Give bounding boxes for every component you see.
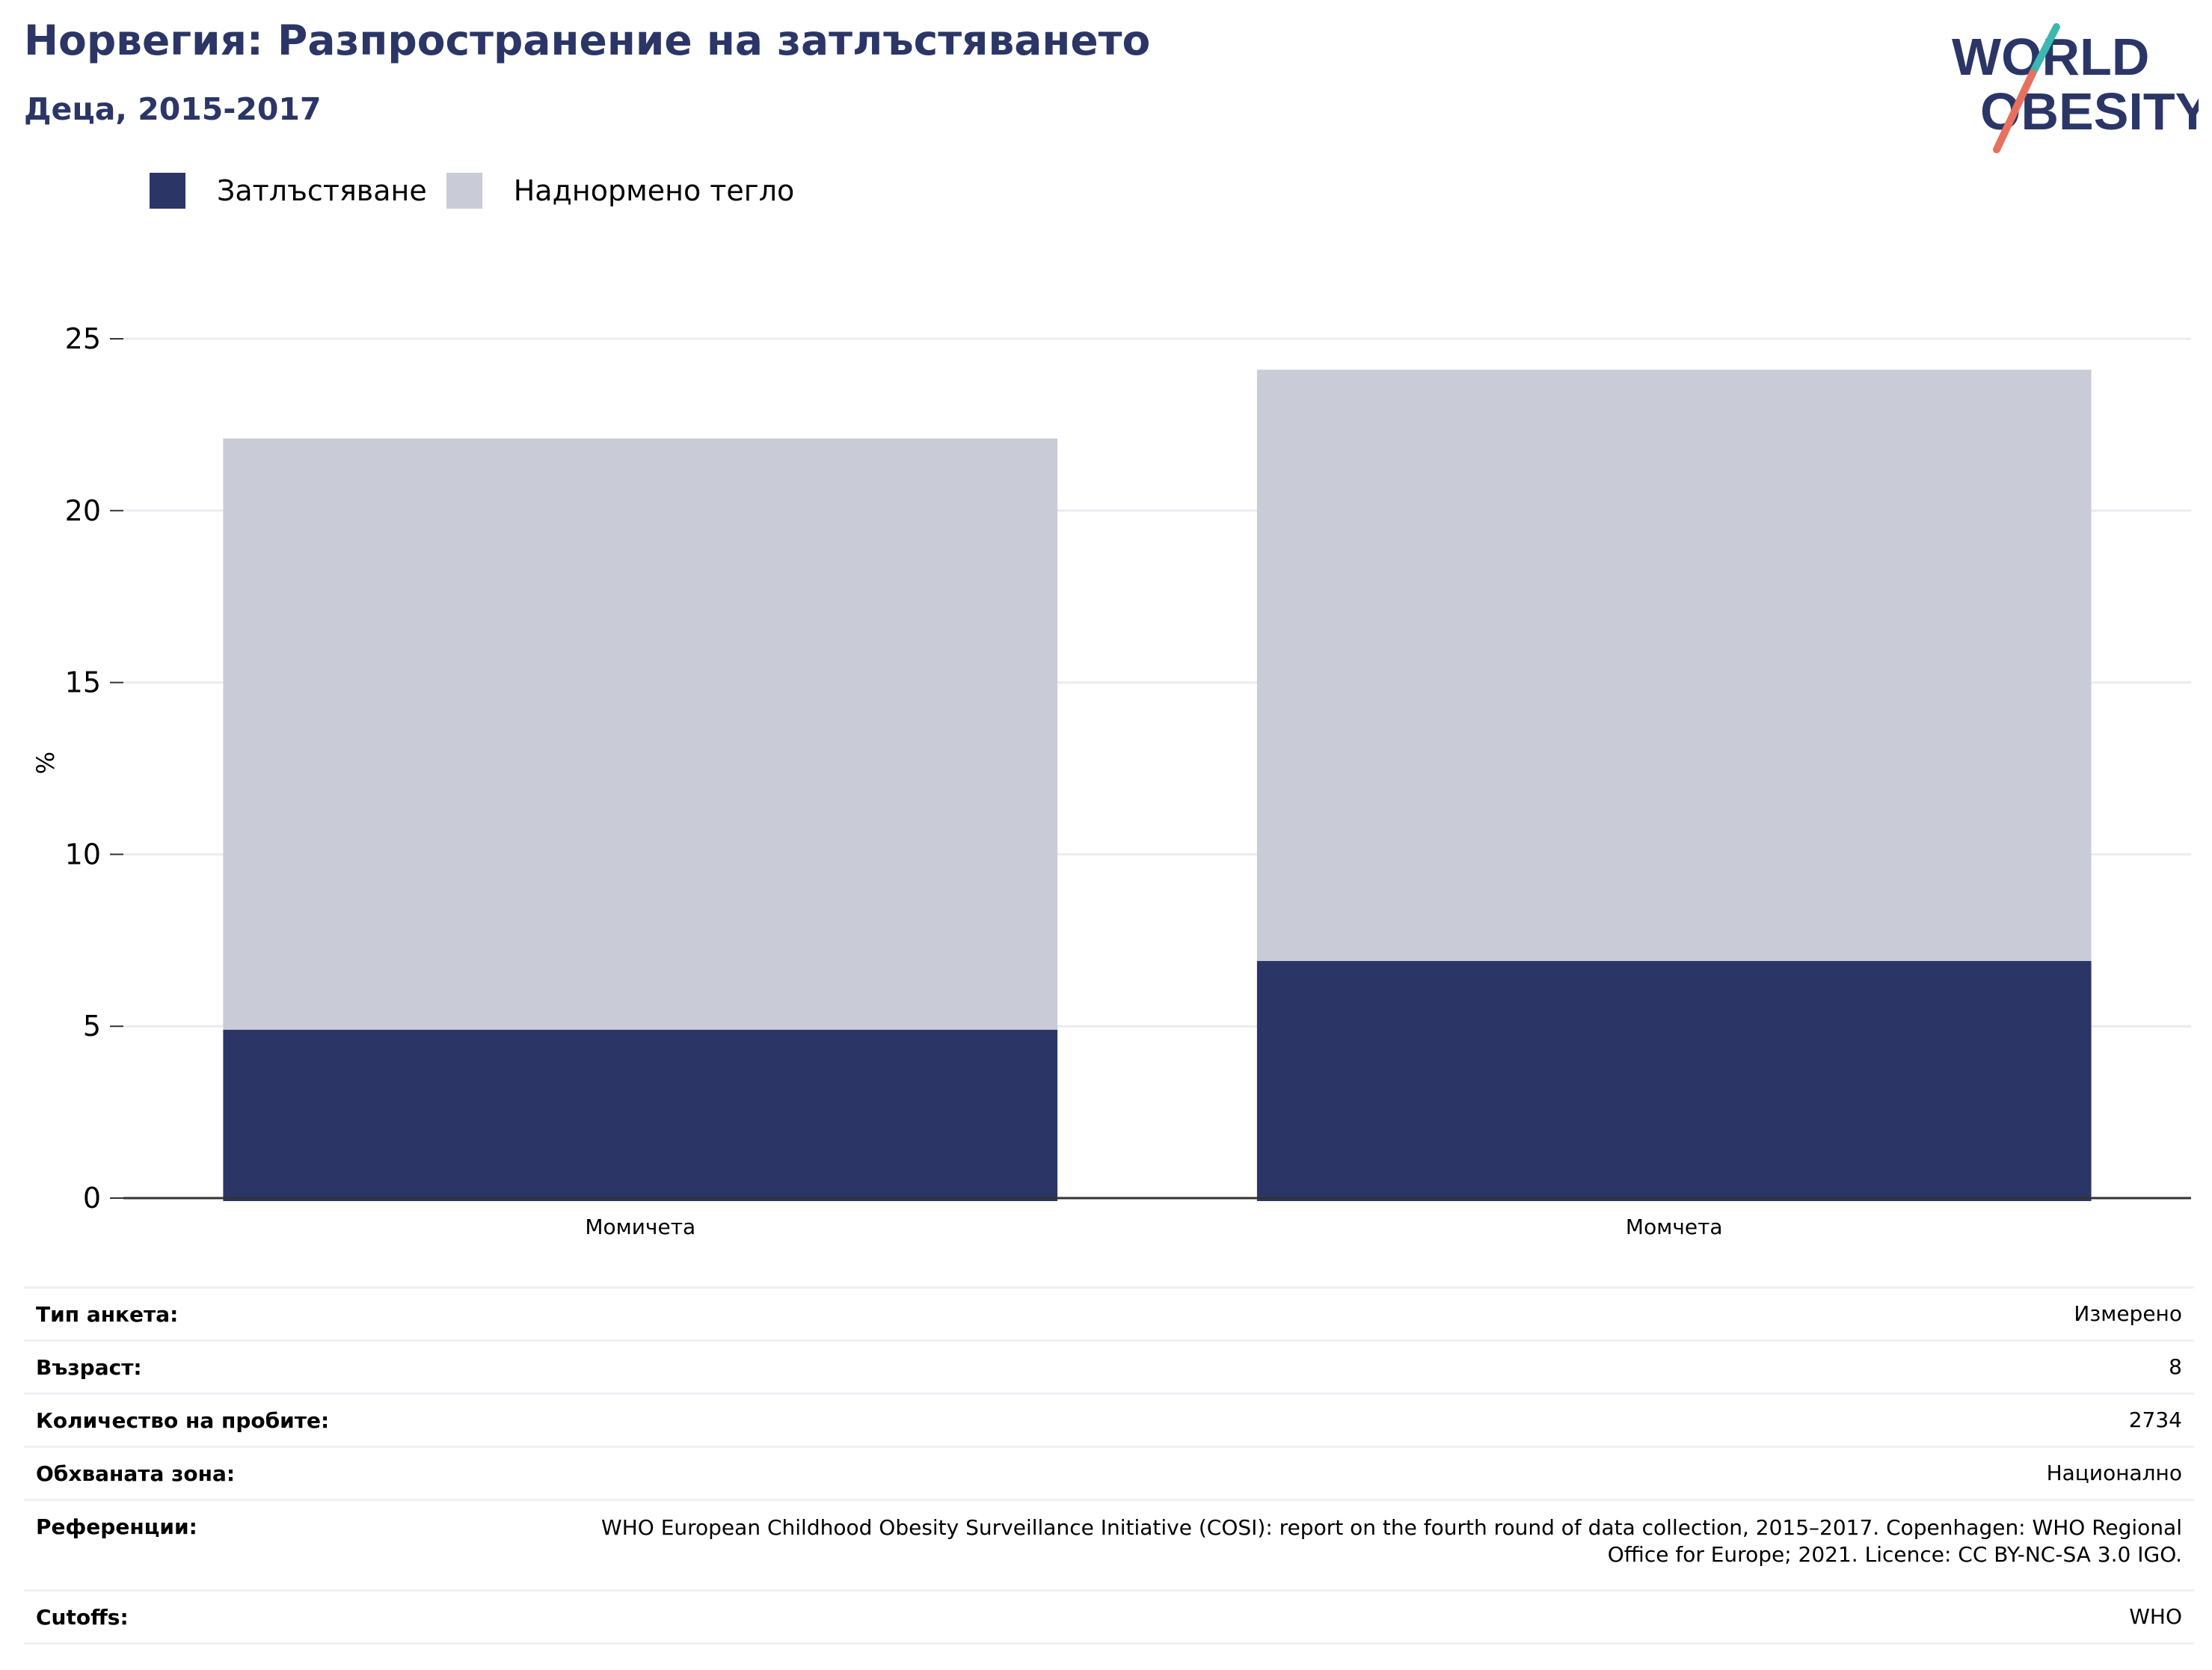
- meta-value: Национално: [571, 1446, 2194, 1500]
- meta-key: Обхваната зона:: [24, 1446, 571, 1500]
- y-tick-label: 10: [65, 838, 101, 871]
- page-title: Норвегия: Разпространение на затлъстяван…: [24, 16, 1151, 64]
- meta-value: 8: [571, 1339, 2194, 1394]
- logo-teal-slash: [2029, 23, 2060, 77]
- meta-row-cutoffs: Cutoffs: WHO: [24, 1589, 2194, 1645]
- bar-segment-overweight: [223, 438, 1058, 1030]
- meta-key: Количество на пробите:: [24, 1393, 571, 1447]
- meta-row-age: Възраст: 8: [24, 1339, 2194, 1394]
- meta-key: Референции:: [24, 1499, 571, 1591]
- bar-segment-obesity: [1256, 960, 2092, 1201]
- chart-legend: Затлъстяване Наднормено тегло: [150, 172, 814, 209]
- y-tick-label: 15: [65, 666, 101, 699]
- legend-swatch-overweight: [446, 173, 482, 209]
- x-tick-label: Момичета: [585, 1215, 695, 1239]
- meta-key: Тип анкета:: [24, 1286, 571, 1341]
- meta-value: WHO: [571, 1589, 2194, 1645]
- y-axis-label: %: [31, 752, 60, 774]
- legend-item-overweight: Наднормено тегло: [446, 173, 795, 209]
- metadata-table: Тип анкета: Измерено Възраст: 8 Количест…: [24, 1286, 2194, 1645]
- y-tick-label: 5: [83, 1010, 101, 1043]
- y-tick-label: 20: [65, 494, 101, 527]
- legend-item-obesity: Затлъстяване: [150, 173, 427, 209]
- meta-row-references: Референции: WHO European Childhood Obesi…: [24, 1499, 2194, 1591]
- meta-value: WHO European Childhood Obesity Surveilla…: [571, 1499, 2194, 1591]
- meta-key: Възраст:: [24, 1339, 571, 1394]
- meta-value: 2734: [571, 1393, 2194, 1447]
- meta-row-sample-size: Количество на пробите: 2734: [24, 1393, 2194, 1447]
- meta-value: Измерено: [571, 1286, 2194, 1341]
- page-subtitle: Деца, 2015-2017: [24, 91, 322, 127]
- x-tick-label: Момчета: [1626, 1215, 1723, 1239]
- x-axis-labels: Момичета Момчета: [585, 1215, 1722, 1239]
- legend-label-overweight: Наднормено тегло: [513, 174, 795, 207]
- legend-label-obesity: Затлъстяване: [217, 174, 427, 207]
- y-axis-ticks: 0 5 10 15 20 25: [65, 322, 123, 1215]
- logo-coral-slash: [1993, 70, 2036, 153]
- bar-chart: 0 5 10 15 20 25 Момичета Момчета %: [31, 322, 2191, 1239]
- meta-key: Cutoffs:: [24, 1589, 571, 1645]
- y-tick-label: 25: [65, 322, 101, 355]
- y-tick-label: 0: [83, 1182, 101, 1215]
- bars: [223, 369, 2092, 1201]
- world-obesity-logo: WORLD OBESITY: [1952, 23, 2199, 153]
- legend-swatch-obesity: [150, 173, 185, 209]
- meta-row-survey-type: Тип анкета: Измерено: [24, 1286, 2194, 1341]
- meta-row-area: Обхваната зона: Национално: [24, 1446, 2194, 1500]
- bar-segment-obesity: [223, 1029, 1058, 1201]
- bar-segment-overweight: [1256, 369, 2092, 961]
